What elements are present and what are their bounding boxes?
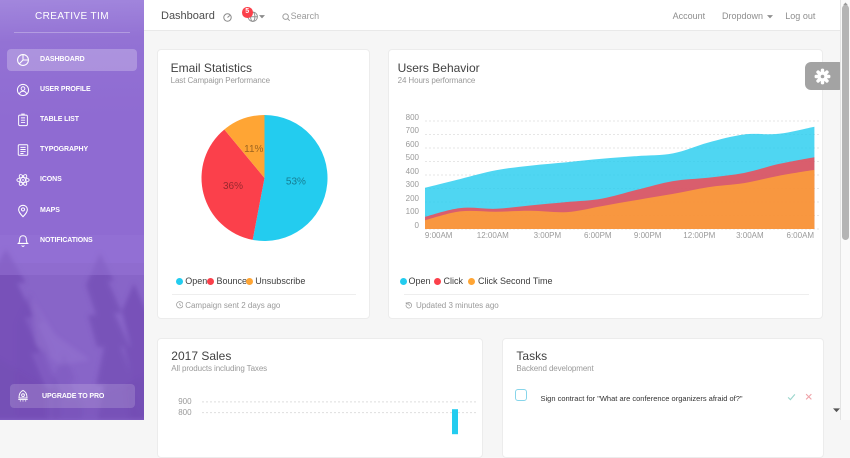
svg-text:11%: 11% bbox=[244, 144, 263, 155]
svg-text:36%: 36% bbox=[222, 181, 242, 192]
svg-text:53%: 53% bbox=[285, 177, 305, 188]
